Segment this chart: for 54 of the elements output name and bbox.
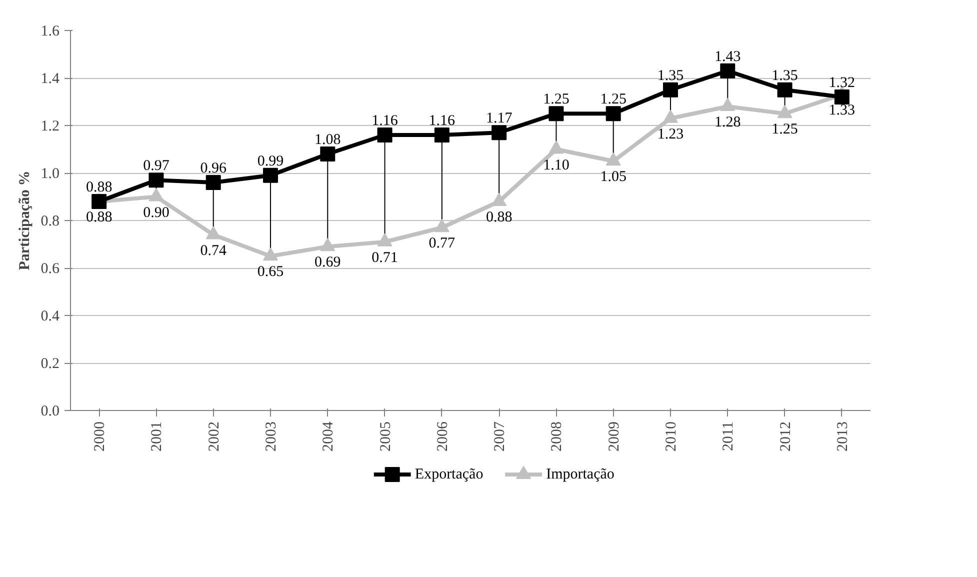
y-axis-title: Participação % — [16, 170, 33, 270]
y-tick-label: 1.2 — [40, 118, 60, 134]
data-label: 0.88 — [486, 210, 512, 226]
data-label: 1.35 — [657, 68, 684, 84]
data-label: 0.65 — [257, 264, 284, 280]
x-tick-label: 2000 — [92, 422, 108, 452]
data-label: 0.96 — [200, 160, 227, 176]
data-label: 1.17 — [486, 110, 513, 127]
data-label: 1.16 — [428, 113, 456, 129]
data-label: 0.74 — [200, 242, 227, 259]
data-label: 1.28 — [714, 114, 741, 130]
x-tick-label: 2004 — [320, 421, 337, 452]
x-tick-label: 2007 — [492, 421, 508, 452]
legend-label: Importação — [546, 466, 614, 482]
x-tick-label: 2009 — [606, 422, 622, 452]
x-tick-label: 2002 — [206, 422, 222, 452]
data-label: 1.33 — [828, 102, 856, 119]
data-label: 0.99 — [257, 153, 284, 170]
y-tick-label: 0.0 — [40, 404, 60, 420]
data-label: 1.10 — [543, 157, 570, 174]
y-tick-label: 0.2 — [40, 356, 60, 372]
x-tick-label: 2013 — [834, 422, 851, 452]
legend-label: Exportação — [414, 466, 484, 482]
data-label: 1.25 — [543, 92, 570, 108]
data-label: 0.69 — [314, 254, 341, 271]
data-label: 1.05 — [600, 169, 626, 186]
data-label: 0.90 — [143, 204, 170, 221]
data-label: 1.25 — [600, 92, 626, 108]
data-label: 0.88 — [86, 210, 112, 226]
x-tick-label: 2006 — [434, 421, 451, 452]
y-tick-label: 1.6 — [40, 24, 60, 40]
data-label: 0.88 — [86, 180, 112, 196]
x-tick-label: 2005 — [378, 422, 394, 452]
x-tick-label: 2001 — [149, 422, 166, 452]
x-tick-label: 2012 — [778, 422, 794, 452]
x-tick-label: 2011 — [720, 421, 737, 451]
y-tick-label: 0.6 — [40, 261, 60, 277]
data-label: 1.35 — [772, 68, 798, 84]
data-label: 1.16 — [372, 113, 398, 129]
data-label: 0.71 — [372, 250, 398, 266]
y-tick-label: 0.4 — [40, 308, 60, 324]
y-tick-label: 1.0 — [40, 166, 60, 182]
data-label: 1.23 — [657, 126, 684, 142]
data-label: 0.77 — [428, 236, 456, 252]
y-tick-label: 1.4 — [40, 71, 60, 87]
data-label: 1.43 — [714, 48, 741, 65]
data-label: 1.08 — [314, 132, 341, 148]
data-label: 1.25 — [772, 122, 798, 138]
data-label: 1.32 — [828, 75, 856, 91]
data-label: 0.97 — [143, 158, 170, 174]
x-tick-label: 2010 — [664, 422, 680, 452]
y-tick-label: 0.8 — [40, 214, 60, 230]
x-tick-label: 2008 — [549, 422, 566, 452]
x-tick-label: 2003 — [264, 422, 280, 452]
